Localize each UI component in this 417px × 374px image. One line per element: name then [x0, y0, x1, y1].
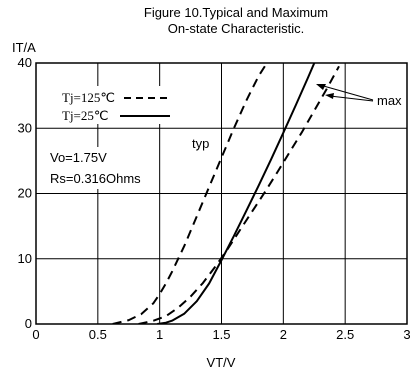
max-arrowhead-upper [316, 84, 326, 90]
chart-title-line-2: On-state Characteristic. [168, 21, 305, 36]
params-background [45, 147, 153, 189]
legend: Tj=125℃ Tj=25℃ [58, 86, 178, 124]
y-tick-label: 0 [25, 316, 32, 331]
max-arrow-lower [329, 95, 374, 102]
series-line-solid-max [157, 63, 316, 324]
x-axis-label: VT/V [207, 355, 236, 370]
x-tick-label: 0 [32, 327, 39, 342]
y-tick-labels: 0 10 20 30 40 [18, 55, 32, 331]
max-label: max [377, 93, 402, 108]
chart-title-line-1: Figure 10.Typical and Maximum [144, 5, 328, 20]
series-line-dashed-typ [112, 63, 269, 324]
legend-background [58, 86, 178, 124]
param-rs: Rs=0.316Ohms [50, 171, 141, 186]
x-tick-label: 2.5 [336, 327, 354, 342]
x-tick-label: 0.5 [89, 327, 107, 342]
series-group [112, 63, 340, 324]
param-vo: Vo=1.75V [50, 150, 107, 165]
y-axis-label: IT/A [12, 40, 36, 55]
y-tick-label: 10 [18, 251, 32, 266]
y-tick-label: 30 [18, 120, 32, 135]
series-line-dashed-max [138, 65, 340, 324]
max-arrow-upper [319, 84, 374, 101]
max-arrowhead-lower [325, 93, 334, 99]
legend-label-tj-125: Tj=125℃ [62, 90, 115, 105]
x-tick-label: 3 [403, 327, 410, 342]
x-tick-label: 1.5 [212, 327, 230, 342]
typ-label-background [190, 136, 216, 152]
max-label-background [375, 93, 405, 109]
x-tick-label: 1 [156, 327, 163, 342]
x-tick-labels: 0 0.5 1 1.5 2 2.5 3 [32, 327, 410, 342]
y-tick-label: 20 [18, 186, 32, 201]
plot-frame [35, 62, 408, 325]
x-tick-label: 2 [280, 327, 287, 342]
y-tick-label: 40 [18, 55, 32, 70]
typ-label: typ [192, 136, 209, 151]
legend-label-tj-25: Tj=25℃ [62, 108, 108, 123]
